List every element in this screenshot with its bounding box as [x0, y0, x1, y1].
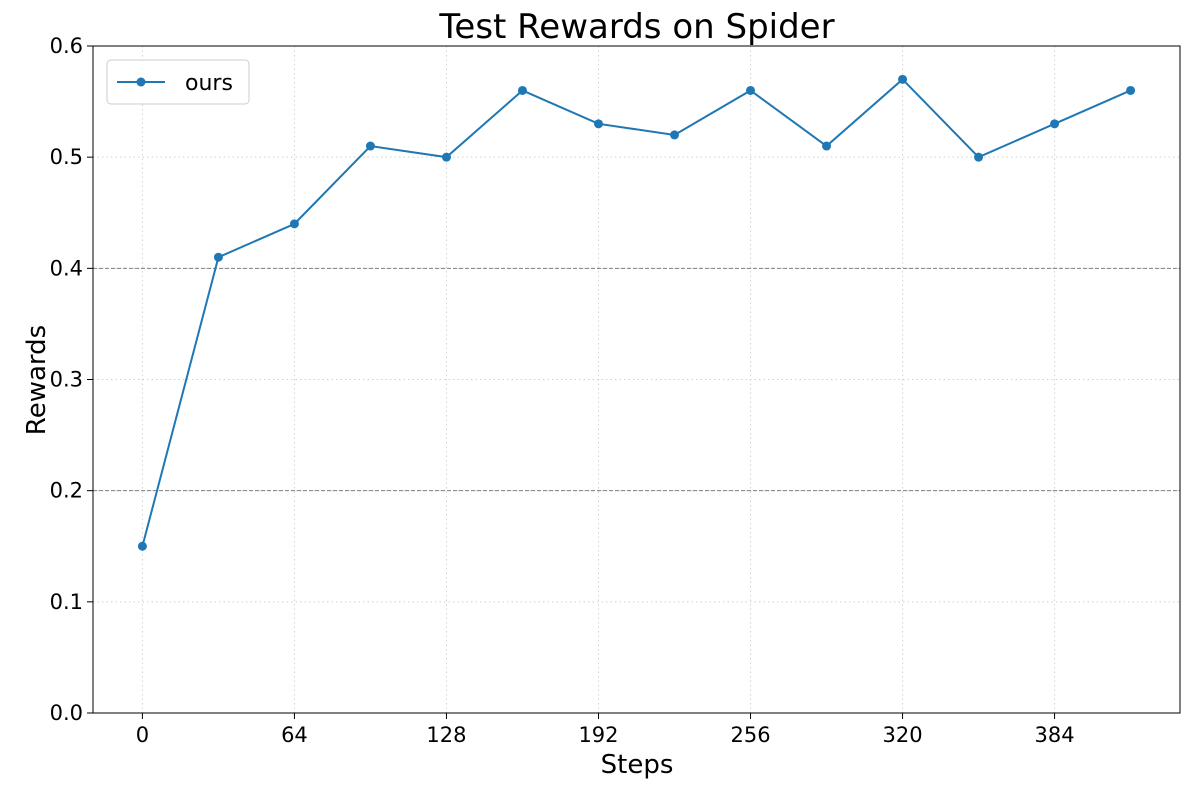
data-point: [289, 219, 299, 229]
y-tick-label: 0.3: [50, 368, 83, 392]
data-point: [213, 252, 223, 262]
data-point: [1126, 85, 1136, 95]
data-point: [974, 152, 984, 162]
y-tick-label: 0.5: [50, 145, 83, 169]
legend-marker: [136, 77, 146, 87]
x-tick-label: 192: [578, 723, 618, 747]
data-point: [822, 141, 832, 151]
data-point: [898, 74, 908, 84]
data-point: [746, 85, 756, 95]
y-tick-label: 0.2: [50, 479, 83, 503]
data-point: [517, 85, 527, 95]
data-point: [441, 152, 451, 162]
x-tick-label: 256: [730, 723, 770, 747]
x-tick-label: 128: [426, 723, 466, 747]
x-tick-label: 384: [1035, 723, 1075, 747]
y-tick-label: 0.0: [50, 701, 83, 725]
y-tick-label: 0.1: [50, 590, 83, 614]
y-tick-label: 0.4: [50, 256, 83, 280]
legend-label: ours: [185, 71, 233, 96]
series-line: [141, 77, 1131, 547]
data-point: [593, 119, 603, 129]
chart-title: Test Rewards on Spider: [438, 7, 834, 47]
x-tick-label: 0: [136, 723, 149, 747]
x-tick-label: 320: [883, 723, 923, 747]
y-axis-label: Rewards: [22, 325, 52, 435]
data-point: [1050, 119, 1060, 129]
plot-frame: [92, 45, 1181, 714]
data-point: [670, 130, 680, 140]
x-axis-label: Steps: [601, 750, 674, 780]
data-point: [137, 541, 147, 551]
data-point: [365, 141, 375, 151]
legend-box: [106, 59, 250, 105]
x-tick-label: 64: [281, 723, 308, 747]
y-tick-label: 0.6: [50, 34, 83, 58]
